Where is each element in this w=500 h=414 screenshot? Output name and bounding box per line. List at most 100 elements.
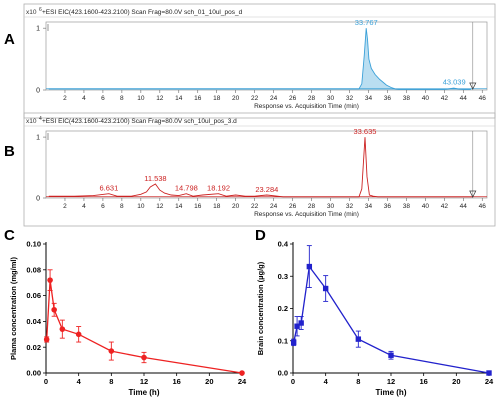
panel-frame xyxy=(23,3,496,119)
y-tick-label: 0.00 xyxy=(26,369,41,378)
x-tick-label: 2 xyxy=(63,95,67,102)
x-tick-label: 46 xyxy=(479,95,487,102)
data-point xyxy=(486,370,492,376)
x-tick-label: 26 xyxy=(289,95,297,102)
y-scale-label: x10 xyxy=(26,9,37,16)
x-tick-label: 20 xyxy=(205,377,213,386)
x-tick-label: 44 xyxy=(460,95,468,102)
x-tick-label: 4 xyxy=(324,377,329,386)
data-point xyxy=(59,326,66,332)
data-point xyxy=(355,336,362,342)
x-tick-label: 24 xyxy=(485,377,494,386)
chromatogram-b: x10 4 +ESI EIC(423.1600-423.2100) Scan Fra… xyxy=(23,112,496,227)
y-tick-label: 0 xyxy=(36,196,40,203)
x-tick-label: 4 xyxy=(82,95,86,102)
x-tick-label: 8 xyxy=(109,377,113,386)
x-tick-label: 28 xyxy=(308,95,316,102)
x-tick-label: 18 xyxy=(213,95,221,102)
y-scale-exponent: 6 xyxy=(39,7,42,13)
y-tick-label: 0.4 xyxy=(278,240,289,249)
x-tick-label: 42 xyxy=(441,95,449,102)
peak-label: 43.039 xyxy=(443,78,466,87)
x-tick-label: 20 xyxy=(232,203,240,210)
data-point xyxy=(306,263,313,270)
y-tick-label: 0.08 xyxy=(26,265,41,274)
panel-letter-d: D xyxy=(255,227,266,244)
plot-area xyxy=(45,21,488,91)
x-tick-label: 22 xyxy=(251,95,259,102)
y-axis-label: Brain concentration (µg/g) xyxy=(256,261,265,355)
x-tick-label: 36 xyxy=(384,95,392,102)
y-tick-label: 0.10 xyxy=(26,240,41,249)
brain-chart: 0.0 0.1 0.2 0.3 0.4 0 4 8 12 16 20 24 Time (h) Brain … xyxy=(256,240,494,397)
x-tick-label: 38 xyxy=(403,203,411,210)
y-tick-label: 0.0 xyxy=(278,369,288,378)
panel-letter-b: B xyxy=(4,143,15,160)
x-tick-label: 12 xyxy=(387,377,395,386)
x-tick-label: 12 xyxy=(140,377,148,386)
x-tick-label: 22 xyxy=(251,203,259,210)
x-tick-label: 32 xyxy=(346,95,354,102)
x-axis-label: Response vs. Acquisition Time (min) xyxy=(254,211,359,218)
x-tick-label: 12 xyxy=(156,203,164,210)
x-tick-label: 0 xyxy=(291,377,295,386)
x-tick-label: 16 xyxy=(194,95,202,102)
y-tick-label: 0.3 xyxy=(278,272,288,281)
chromatogram-a: x10 6 +ESI EIC(423.1600-423.2100) Scan Fra… xyxy=(23,3,496,119)
peak-label: 6.631 xyxy=(99,184,118,193)
x-tick-label: 32 xyxy=(346,203,354,210)
x-tick-label: 0 xyxy=(44,377,48,386)
panel-letter-c: C xyxy=(4,227,15,244)
x-tick-label: 6 xyxy=(101,203,105,210)
y-tick-label: 0.06 xyxy=(26,291,41,300)
x-axis-label: Time (h) xyxy=(376,388,407,397)
x-tick-label: 30 xyxy=(327,203,335,210)
y-scale-label: x10 xyxy=(26,118,37,125)
cursor-marker xyxy=(469,190,477,198)
x-tick-label: 34 xyxy=(365,203,373,210)
peak-label: 33.635 xyxy=(354,127,377,136)
x-tick-label: 24 xyxy=(270,95,278,102)
peak-label: 18.192 xyxy=(207,184,230,193)
x-tick-label: 36 xyxy=(384,203,392,210)
panel-frame xyxy=(23,112,496,227)
y-tick-label: 0.2 xyxy=(278,304,288,313)
x-tick-label: 8 xyxy=(356,377,360,386)
y-tick-label: 0.1 xyxy=(278,336,288,345)
x-tick-label: 10 xyxy=(137,95,145,102)
peak-label: 11.538 xyxy=(144,174,166,183)
y-tick-label: 1 xyxy=(36,26,40,33)
x-tick-label: 24 xyxy=(270,203,278,210)
data-point xyxy=(290,339,297,346)
data-point xyxy=(294,323,300,329)
x-tick-label: 6 xyxy=(101,95,105,102)
x-tick-label: 38 xyxy=(403,95,411,102)
x-tick-label: 10 xyxy=(137,203,145,210)
data-point xyxy=(141,354,147,361)
chromatogram-header: +ESI EIC(423.1600-423.2100) Scan Frag=80… xyxy=(42,9,243,16)
x-tick-label: 34 xyxy=(365,95,373,102)
cursor-marker xyxy=(469,82,477,90)
plasma-chart: 0.00 0.02 0.04 0.06 0.08 0.10 0 4 8 12 16 20 24 Time … xyxy=(9,240,247,397)
x-tick-label: 14 xyxy=(175,95,183,102)
data-point xyxy=(108,348,115,354)
y-tick-label: 0 xyxy=(36,88,40,95)
peak-label: 23.284 xyxy=(255,185,278,194)
x-tick-label: 16 xyxy=(172,377,180,386)
series-line xyxy=(48,28,471,90)
x-tick-label: 18 xyxy=(213,203,221,210)
series-area xyxy=(48,28,471,90)
data-point xyxy=(47,277,53,283)
y-tick-label: 0.02 xyxy=(26,343,41,352)
x-tick-label: 40 xyxy=(422,203,430,210)
y-tick-label: 0.04 xyxy=(26,317,41,326)
x-tick-label: 46 xyxy=(479,203,487,210)
data-point xyxy=(239,370,245,376)
x-tick-label: 24 xyxy=(238,377,247,386)
x-tick-label: 20 xyxy=(452,377,460,386)
x-tick-label: 8 xyxy=(120,95,124,102)
panel-letter-a: A xyxy=(4,31,15,48)
x-tick-label: 14 xyxy=(175,203,183,210)
x-tick-label: 42 xyxy=(441,203,449,210)
